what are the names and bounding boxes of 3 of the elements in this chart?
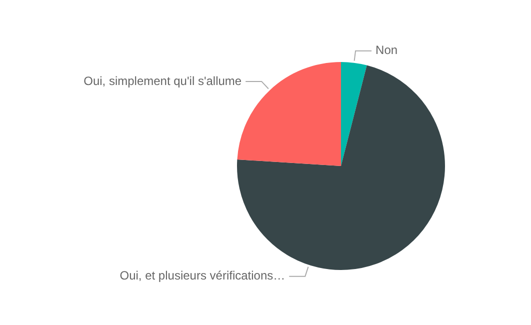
slice-label: Oui, et plusieurs vérifications… (120, 268, 286, 283)
slice-label: Oui, simplement qu'il s'allume (84, 74, 242, 88)
slice-label: Non (376, 43, 398, 58)
